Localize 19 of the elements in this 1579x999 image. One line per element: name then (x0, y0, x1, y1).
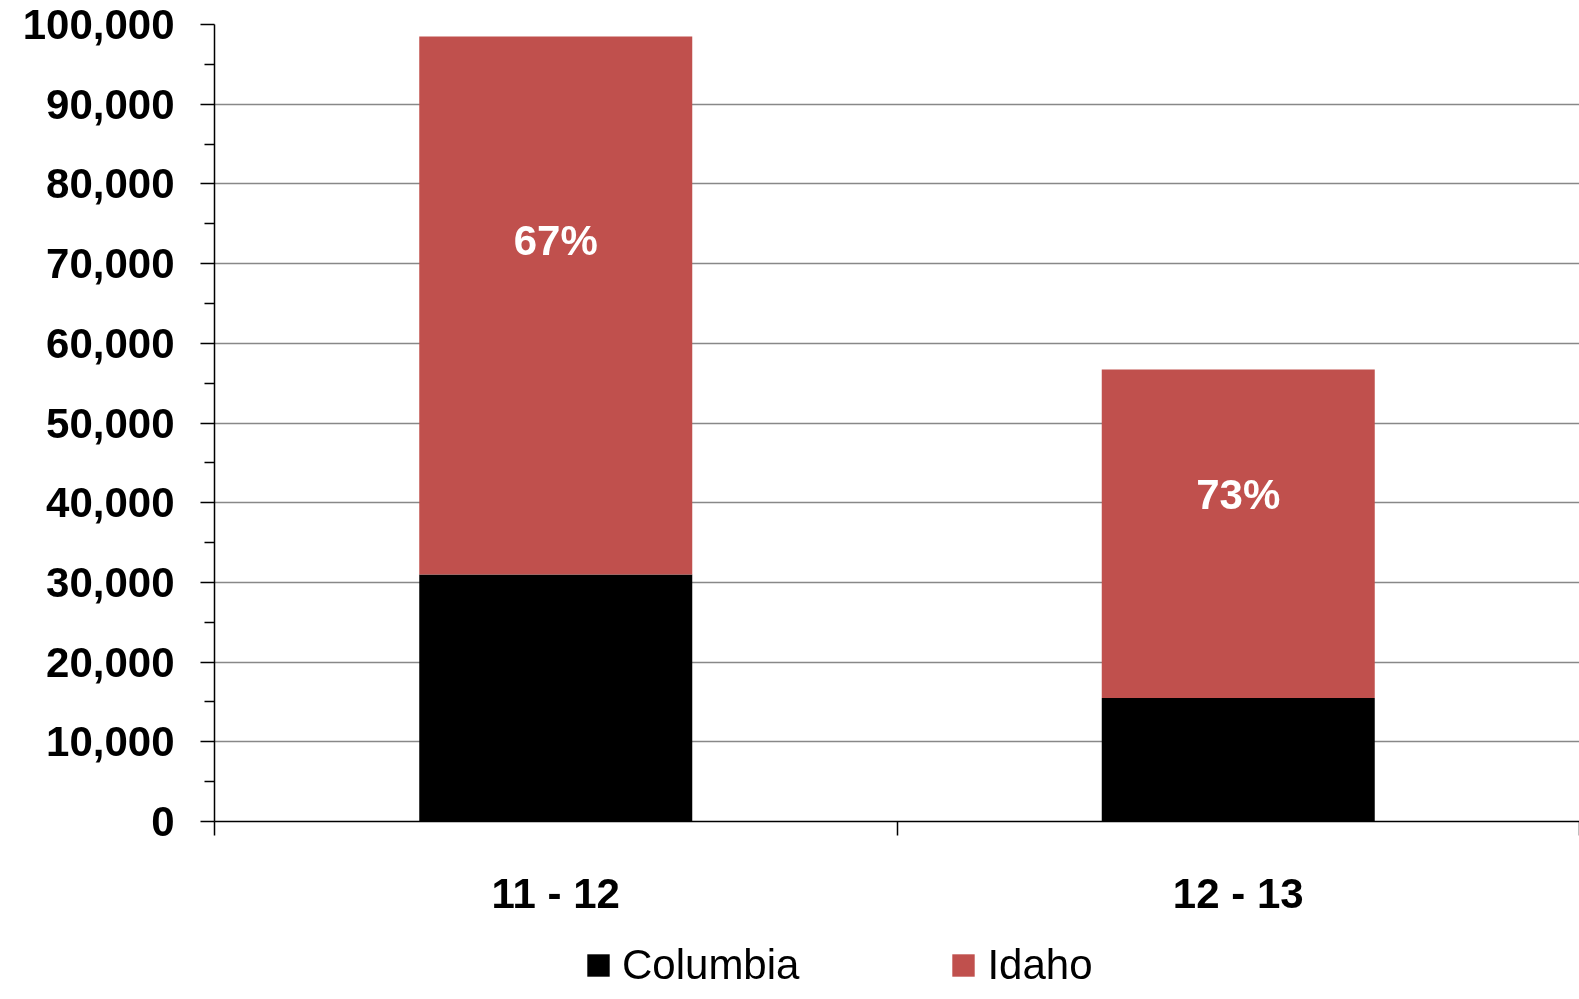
y-tick-label: 100,000 (22, 1, 175, 48)
y-tick-label: 60,000 (46, 319, 175, 367)
annotation: 67% (513, 217, 598, 265)
y-tick-label: 20,000 (46, 638, 175, 686)
bar (1101, 369, 1375, 698)
x-tick-label: 12 - 13 (1172, 869, 1304, 917)
y-tick-label: 30,000 (46, 558, 175, 606)
annotation: 73% (1196, 470, 1281, 518)
y-tick-label: 80,000 (46, 160, 175, 208)
x-tick-label: 11 - 12 (491, 869, 620, 917)
y-tick-label: 90,000 (46, 80, 175, 128)
y-tick-label: 10,000 (46, 718, 175, 766)
y-tick-label: 40,000 (46, 479, 175, 527)
y-tick-label: 70,000 (46, 240, 175, 288)
legend-label: Idaho (987, 941, 1093, 989)
bar (419, 36, 693, 575)
legend-label: Columbia (622, 941, 800, 989)
y-tick-label: 0 (151, 798, 175, 845)
y-tick-label: 50,000 (46, 399, 175, 447)
